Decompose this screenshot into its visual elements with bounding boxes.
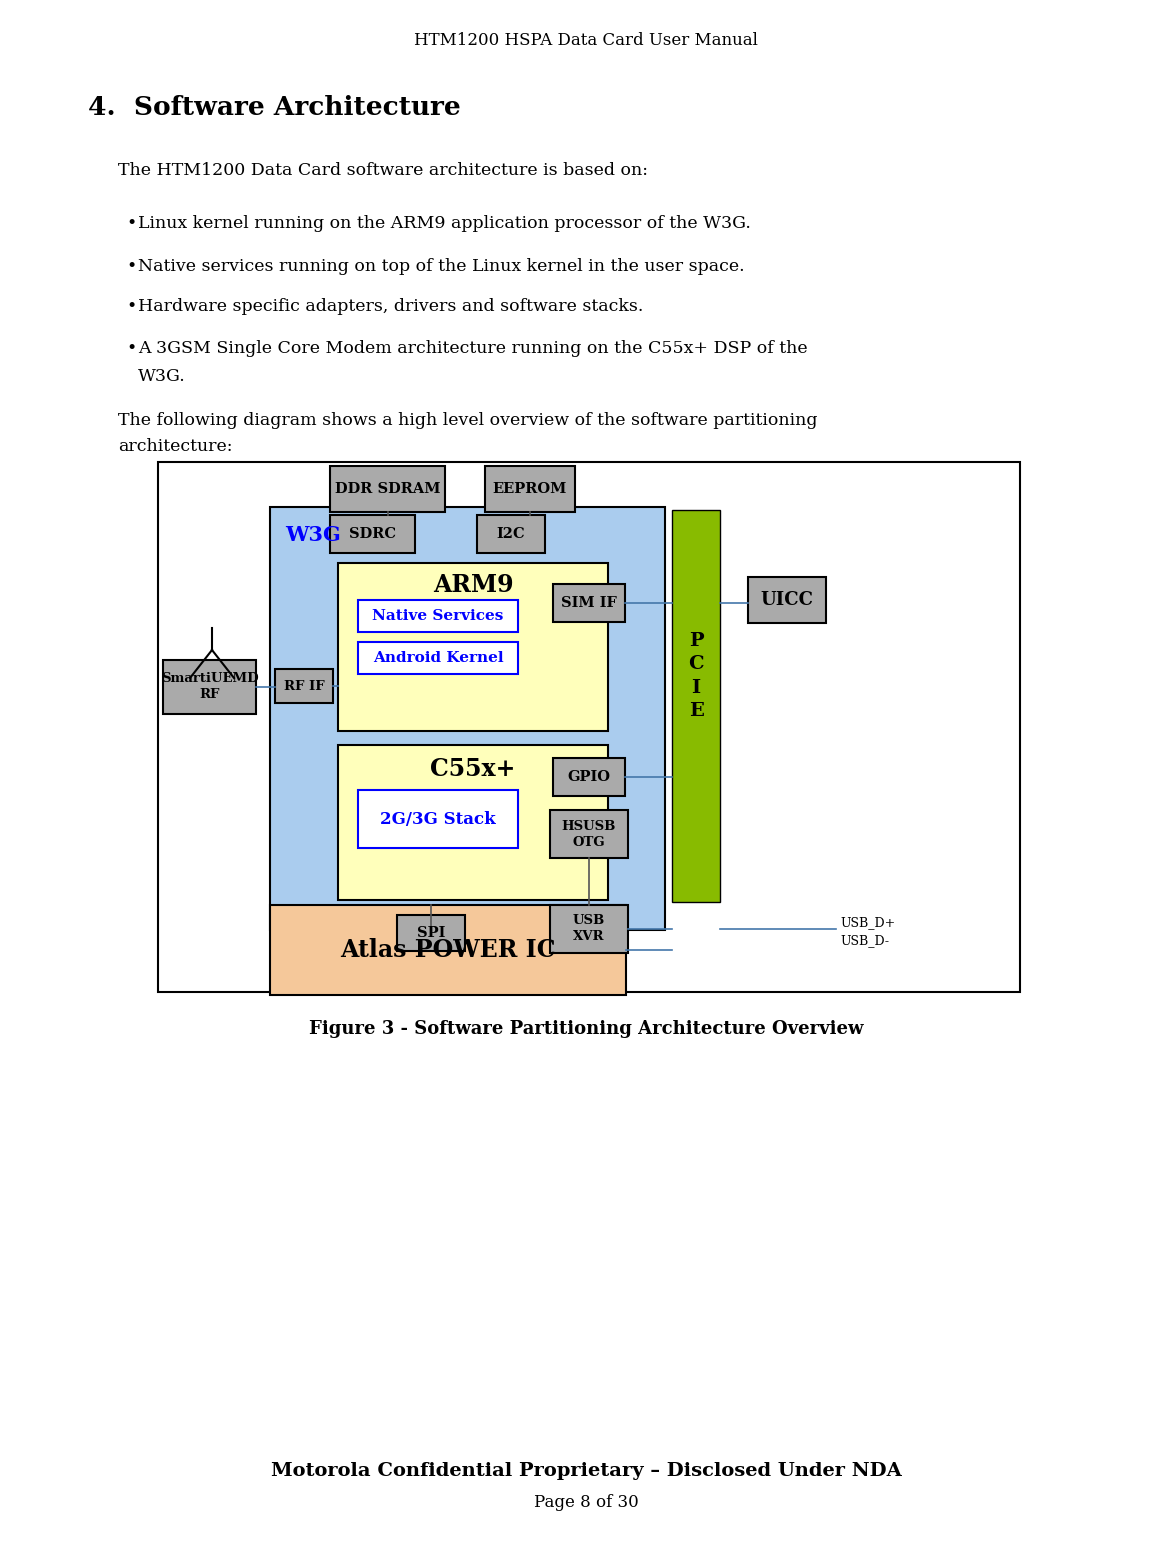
Text: The following diagram shows a high level overview of the software partitioning: The following diagram shows a high level…	[118, 412, 818, 429]
Bar	[158, 461, 1021, 992]
Text: Native Services: Native Services	[372, 608, 503, 622]
Text: USB_D+: USB_D+	[840, 916, 895, 929]
Text: USB
XVR: USB XVR	[572, 915, 605, 943]
Text: EEPROM: EEPROM	[493, 481, 568, 495]
Text: Motorola Confidential Proprietary – Disclosed Under NDA: Motorola Confidential Proprietary – Disc…	[271, 1461, 901, 1480]
Bar	[330, 515, 415, 553]
Bar	[330, 466, 445, 512]
Bar	[748, 577, 826, 622]
Text: •: •	[126, 299, 136, 314]
Text: Atlas POWER IC: Atlas POWER IC	[340, 938, 556, 961]
Text: SDRC: SDRC	[350, 526, 396, 540]
Bar	[396, 915, 465, 950]
Text: •: •	[126, 259, 136, 276]
Text: Page 8 of 30: Page 8 of 30	[534, 1494, 638, 1511]
Text: SmartiUEMD
RF: SmartiUEMD RF	[161, 672, 258, 701]
Text: Figure 3 - Software Partitioning Architecture Overview: Figure 3 - Software Partitioning Archite…	[308, 1020, 863, 1039]
Bar	[338, 745, 608, 899]
Bar	[552, 759, 625, 796]
Bar	[270, 906, 626, 995]
Text: 2G/3G Stack: 2G/3G Stack	[380, 811, 496, 828]
Text: ARM9: ARM9	[433, 573, 514, 598]
Text: P
C
I
E: P C I E	[689, 632, 704, 720]
Bar	[358, 601, 518, 632]
Bar	[358, 642, 518, 673]
Text: 4.  Software Architecture: 4. Software Architecture	[88, 94, 461, 121]
Text: C55x+: C55x+	[430, 757, 516, 782]
Text: •: •	[126, 215, 136, 232]
Text: Native services running on top of the Linux kernel in the user space.: Native services running on top of the Li…	[138, 259, 745, 276]
Text: A 3GSM Single Core Modem architecture running on the C55x+ DSP of the: A 3GSM Single Core Modem architecture ru…	[138, 341, 808, 358]
Bar	[270, 508, 665, 930]
Bar	[550, 906, 628, 954]
Text: •: •	[126, 341, 136, 358]
Bar	[358, 789, 518, 848]
Text: W3G.: W3G.	[138, 368, 185, 385]
Text: GPIO: GPIO	[568, 769, 610, 783]
Text: UICC: UICC	[760, 591, 814, 608]
Text: HTM1200 HSPA Data Card User Manual: HTM1200 HSPA Data Card User Manual	[414, 33, 758, 50]
Text: Android Kernel: Android Kernel	[373, 652, 503, 666]
Text: HSUSB
OTG: HSUSB OTG	[562, 819, 616, 848]
Text: DDR SDRAM: DDR SDRAM	[334, 481, 440, 495]
Text: architecture:: architecture:	[118, 438, 232, 455]
Text: W3G: W3G	[285, 525, 340, 545]
Bar	[338, 563, 608, 731]
Text: Linux kernel running on the ARM9 application processor of the W3G.: Linux kernel running on the ARM9 applica…	[138, 215, 751, 232]
Text: I2C: I2C	[496, 526, 526, 540]
Text: USB_D-: USB_D-	[840, 935, 889, 947]
Bar	[484, 466, 575, 512]
Bar	[274, 669, 333, 703]
Bar	[163, 659, 256, 714]
Bar	[550, 810, 628, 858]
Text: RF IF: RF IF	[284, 680, 324, 692]
Bar	[672, 509, 720, 902]
Text: Hardware specific adapters, drivers and software stacks.: Hardware specific adapters, drivers and …	[138, 299, 643, 314]
Text: The HTM1200 Data Card software architecture is based on:: The HTM1200 Data Card software architect…	[118, 163, 647, 180]
Bar	[552, 584, 625, 622]
Text: SIM IF: SIM IF	[561, 596, 617, 610]
Text: SPI: SPI	[416, 926, 446, 940]
Bar	[477, 515, 545, 553]
